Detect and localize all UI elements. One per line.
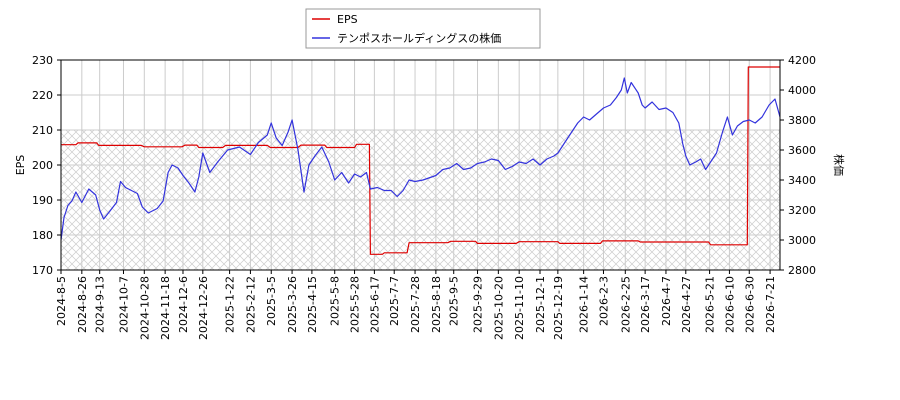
- x-tick-label: 2026-3-17: [639, 276, 652, 333]
- x-tick-label: 2025-9-5: [448, 276, 461, 326]
- x-tick-label: 2025-10-20: [492, 276, 505, 340]
- y-right-tick-label: 3200: [788, 204, 816, 217]
- y-right-tick-label: 4000: [788, 84, 816, 97]
- x-tick-label: 2025-5-28: [349, 276, 362, 333]
- x-tick-label: 2025-9-29: [472, 276, 485, 333]
- y-left-axis-label: EPS: [14, 155, 27, 176]
- x-tick-label: 2024-9-13: [94, 276, 107, 333]
- legend-label-stock: テンポスホールディングスの株価: [337, 31, 501, 45]
- x-tick-label: 2025-11-10: [513, 276, 526, 340]
- y-left-axis: 170 180 190 200 210 220 230: [32, 54, 61, 277]
- y-right-tick-label: 2800: [788, 264, 816, 277]
- x-tick-label: 2024-12-6: [177, 276, 190, 333]
- x-tick-label: 2026-2-3: [597, 276, 610, 326]
- legend-box: [305, 8, 541, 49]
- x-tick-label: 2025-3-5: [265, 276, 278, 326]
- x-tick-label: 2026-6-30: [743, 276, 756, 333]
- x-tick-label: 2025-12-1: [534, 276, 547, 333]
- y-right-tick-label: 3000: [788, 234, 816, 247]
- legend: EPS テンポスホールディングスの株価: [305, 8, 541, 49]
- x-tick-label: 2025-1-22: [224, 276, 237, 333]
- x-tick-label: 2025-3-26: [286, 276, 299, 333]
- x-tick-label: 2026-1-14: [578, 276, 591, 333]
- y-left-tick-label: 200: [32, 159, 53, 172]
- x-tick-label: 2024-12-26: [197, 276, 210, 340]
- x-tick-label: 2026-2-25: [619, 276, 632, 333]
- x-tick-label: 2025-5-8: [329, 276, 342, 326]
- y-left-tick-label: 190: [32, 194, 53, 207]
- y-left-tick-label: 230: [32, 54, 53, 67]
- x-axis: 2024-8-5 2024-8-26 2024-9-13 2024-10-7 2024-…: [55, 270, 777, 340]
- x-tick-label: 2024-8-26: [76, 276, 89, 333]
- x-tick-label: 2026-6-10: [723, 276, 736, 333]
- x-tick-label: 2025-7-7: [388, 276, 401, 326]
- y-left-tick-label: 180: [32, 229, 53, 242]
- eps-series-line: [61, 66, 780, 255]
- y-right-axis-label: 株価: [832, 154, 846, 176]
- x-tick-label: 2025-6-17: [368, 276, 381, 333]
- y-right-tick-label: 3800: [788, 114, 816, 127]
- y-right-axis: 2800 3000 3200 3400 3600 3800 4000 4200: [780, 54, 816, 277]
- x-tick-label: 2026-4-27: [680, 276, 693, 333]
- series-lines: [61, 66, 780, 255]
- y-left-tick-label: 170: [32, 264, 53, 277]
- y-right-tick-label: 4200: [788, 54, 816, 67]
- x-tick-label: 2025-8-18: [430, 276, 443, 333]
- y-left-tick-label: 220: [32, 89, 53, 102]
- y-right-tick-label: 3400: [788, 174, 816, 187]
- x-tick-label: 2026-7-21: [764, 276, 777, 333]
- x-tick-label: 2024-8-5: [55, 276, 68, 326]
- x-tick-label: 2024-10-7: [117, 276, 130, 333]
- x-tick-label: 2025-4-15: [306, 276, 319, 333]
- x-tick-label: 2026-5-21: [704, 276, 717, 333]
- x-tick-label: 2025-12-19: [552, 276, 565, 340]
- stock-price-series-line: [61, 77, 780, 241]
- x-tick-label: 2026-4-7: [660, 276, 673, 326]
- x-tick-label: 2025-2-12: [244, 276, 257, 333]
- y-left-tick-label: 210: [32, 124, 53, 137]
- y-right-tick-label: 3600: [788, 144, 816, 157]
- x-tick-label: 2024-11-18: [159, 276, 172, 340]
- x-tick-label: 2024-10-28: [138, 276, 151, 340]
- legend-label-eps: EPS: [337, 13, 358, 26]
- x-tick-label: 2025-7-28: [409, 276, 422, 333]
